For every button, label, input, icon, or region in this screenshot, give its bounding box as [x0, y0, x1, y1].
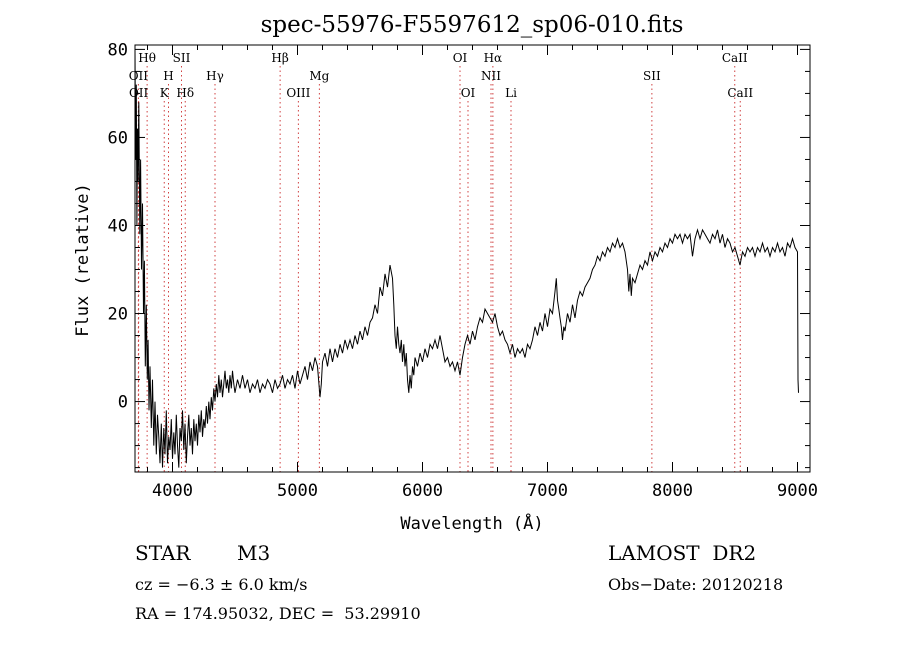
line-label: K [160, 86, 170, 100]
x-tick-label: 8000 [652, 481, 693, 501]
line-label: Hα [484, 51, 503, 65]
x-tick-label: 6000 [402, 481, 443, 501]
x-tick-label: 7000 [527, 481, 568, 501]
spectrum-line [134, 49, 799, 468]
line-label: Hθ [138, 51, 156, 65]
line-label: Hδ [176, 86, 194, 100]
object-class: STAR [135, 541, 191, 565]
line-label: SII [643, 69, 661, 83]
line-label: OII [129, 69, 149, 83]
ra-dec: RA = 174.95032, DEC = 53.29910 [135, 604, 421, 623]
chart-title: spec-55976-F5597612_sp06-010.fits [261, 12, 684, 38]
y-axis: 0 20 40 60 80 [108, 40, 810, 469]
redshift-cz: cz = −6.3 ± 6.0 km/s [135, 575, 308, 594]
line-label: Hβ [271, 51, 288, 65]
line-label: Li [505, 86, 517, 100]
y-axis-label: Flux (relative) [73, 183, 93, 337]
x-axis-label: Wavelength (Å) [400, 512, 543, 534]
line-label: OI [461, 86, 476, 100]
line-label: H [163, 69, 173, 83]
y-tick-label: 40 [108, 216, 128, 236]
y-tick-label: 20 [108, 305, 128, 325]
emission-line-markers [137, 66, 741, 472]
y-tick-label: 0 [118, 393, 128, 413]
obs-date: Obs−Date: 20120218 [608, 575, 784, 594]
x-tick-label: 4000 [152, 481, 193, 501]
plot-frame [134, 44, 811, 473]
line-label: NII [481, 69, 501, 83]
survey-name: LAMOST DR2 [608, 541, 757, 565]
line-label: OIII [286, 86, 310, 100]
y-tick-label: 60 [108, 128, 128, 148]
x-axis: 4000 5000 6000 7000 8000 9000 [147, 45, 818, 501]
line-label: CaII [727, 86, 753, 100]
line-label: OI [453, 51, 468, 65]
line-label: SII [173, 51, 191, 65]
x-tick-label: 5000 [277, 481, 318, 501]
line-label: Mg [309, 69, 329, 83]
y-tick-label: 80 [108, 40, 128, 60]
line-label: CaII [722, 51, 748, 65]
object-subclass: M3 [237, 541, 271, 565]
line-label: Hγ [206, 69, 224, 83]
x-tick-label: 9000 [777, 481, 818, 501]
